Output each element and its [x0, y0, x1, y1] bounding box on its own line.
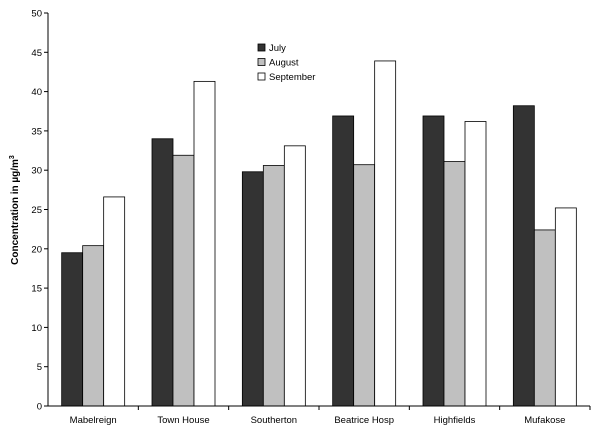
bar-july-southerton [241, 171, 264, 407]
bar-august-southerton [262, 165, 285, 407]
bar-september-beatrice-hosp [374, 60, 397, 407]
bar-july-mabelreign [61, 252, 84, 407]
bar-september-town-house [193, 80, 216, 407]
bar-september-mufakose [554, 207, 577, 407]
y-tick-label: 5 [37, 362, 42, 373]
bar-august-beatrice-hosp [353, 164, 376, 407]
bar-august-mufakose [533, 229, 556, 407]
legend-label-september: September [269, 72, 315, 83]
y-axis-ticks: 0 5 10 15 20 25 30 35 40 45 50 [31, 9, 48, 413]
legend-label-july: July [269, 43, 286, 54]
y-tick-label: 50 [31, 9, 42, 20]
y-tick-label: 30 [31, 166, 42, 177]
bar-september-southerton [283, 145, 306, 407]
bar-august-mabelreign [82, 245, 105, 407]
legend-label-august: August [269, 58, 299, 69]
bar-july-beatrice-hosp [332, 115, 355, 407]
legend-swatch-july [257, 43, 266, 52]
bar-july-town-house [151, 138, 174, 407]
bar-august-town-house [172, 154, 195, 407]
bar-august-highfields [443, 161, 466, 407]
legend: July August September [253, 40, 317, 86]
x-tick-label: Highfields [434, 415, 476, 426]
x-tick-label: Town House [157, 415, 209, 426]
bar-july-mufakose [512, 105, 535, 407]
legend-swatch-august [257, 58, 266, 66]
y-tick-label: 40 [31, 87, 42, 98]
x-tick-label: Mabelreign [70, 415, 117, 426]
legend-swatch-september [257, 72, 266, 81]
y-tick-label: 35 [31, 126, 42, 137]
x-tick-label: Beatrice Hosp [334, 415, 394, 426]
x-tick-label: Southerton [251, 415, 297, 426]
bar-september-mabelreign [103, 196, 126, 407]
y-tick-label: 15 [31, 284, 42, 295]
bar-september-highfields [464, 121, 487, 407]
y-tick-label: 20 [31, 244, 42, 255]
x-tick-label: Mufakose [524, 415, 565, 426]
y-tick-label: 45 [31, 48, 42, 59]
y-tick-label: 10 [31, 323, 42, 334]
y-tick-label: 25 [31, 205, 42, 216]
bars-group [61, 60, 577, 407]
bar-july-highfields [422, 115, 445, 407]
y-axis-title: Concentration in µg/m3 [9, 155, 21, 265]
y-tick-label: 0 [37, 402, 42, 413]
x-axis-ticks: Mabelreign Town House Southerton Beatrice H… [70, 406, 591, 426]
